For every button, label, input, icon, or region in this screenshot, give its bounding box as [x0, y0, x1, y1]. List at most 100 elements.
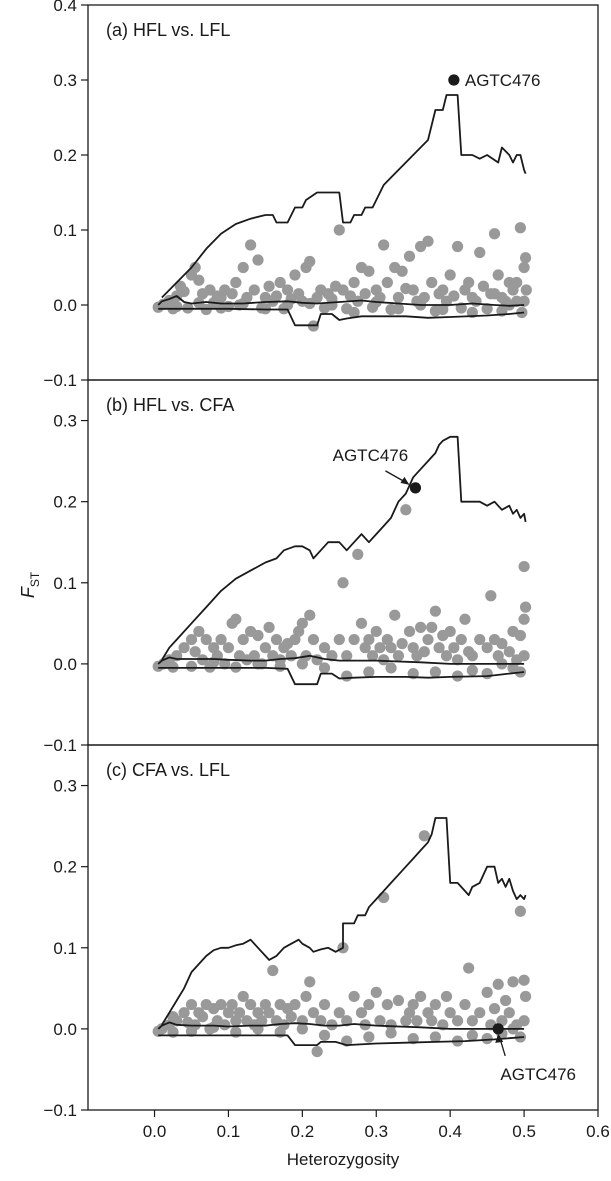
line-median: [157, 654, 525, 665]
data-point: [352, 548, 364, 560]
panel-title: (b) HFL vs. CFA: [106, 395, 234, 415]
data-point: [448, 290, 460, 302]
data-point: [178, 285, 190, 298]
highlight-point: [448, 74, 460, 86]
data-point: [311, 1046, 323, 1058]
x-tick-label: 0.5: [512, 1122, 536, 1141]
line-upper: [161, 94, 527, 299]
panel-title: (c) CFA vs. LFL: [106, 760, 230, 780]
data-point: [451, 1015, 464, 1027]
data-point: [348, 276, 360, 289]
highlight-label: AGTC476: [333, 446, 409, 465]
data-point: [448, 642, 460, 654]
data-point: [348, 633, 360, 646]
y-tick-label: 0.2: [53, 858, 77, 877]
data-point: [418, 830, 430, 842]
data-point: [270, 290, 283, 302]
data-point: [178, 642, 190, 654]
data-point: [437, 303, 449, 316]
data-point: [318, 642, 331, 654]
data-point: [270, 633, 283, 646]
data-point: [518, 295, 530, 307]
data-point: [381, 276, 393, 289]
data-point: [403, 625, 416, 638]
y-tick-label: 0.2: [53, 146, 77, 165]
data-point: [189, 646, 201, 658]
data-point: [392, 303, 405, 315]
data-point: [396, 638, 408, 650]
data-point: [200, 633, 212, 646]
data-point: [263, 1007, 275, 1019]
data-point: [366, 650, 379, 662]
data-point: [440, 990, 453, 1003]
chart-panels: −0.1 0.0 0.1 0.2 0.3 0.4 (a) HFL vs. LFL AGTC47…: [43, 0, 609, 1141]
data-point: [208, 1021, 220, 1033]
data-point: [355, 617, 368, 629]
data-point: [466, 664, 478, 676]
data-point: [307, 1007, 320, 1019]
data-point: [196, 1011, 209, 1023]
x-tick-label: 0.2: [291, 1122, 315, 1141]
y-tick-label: 0.1: [53, 574, 77, 593]
data-point: [385, 1027, 397, 1039]
data-point: [518, 560, 530, 573]
data-point: [333, 224, 345, 236]
data-point: [463, 276, 475, 289]
data-point: [492, 978, 504, 990]
highlight-point: [409, 482, 422, 494]
data-point: [440, 650, 453, 662]
plot-frame: [87, 4, 599, 381]
y-tick-label: 0.2: [53, 493, 77, 512]
data-point: [422, 633, 434, 646]
y-tick-label: 0.0: [53, 655, 77, 674]
data-point: [459, 998, 471, 1011]
highlight-point: [492, 1023, 504, 1035]
data-point: [333, 1007, 345, 1019]
chart-panel-2: −0.1 0.0 0.1 0.2 0.3 (b) HFL vs. CFA AGTC476: [43, 379, 599, 755]
data-point: [237, 633, 249, 646]
y-tick-label: 0.3: [53, 777, 77, 796]
data-point: [507, 662, 519, 674]
data-point: [503, 646, 515, 658]
data-point: [507, 976, 519, 988]
data-point: [363, 998, 375, 1011]
data-point: [481, 642, 493, 654]
data-point: [318, 998, 331, 1011]
data-point: [511, 276, 523, 289]
data-point: [514, 222, 526, 234]
data-point: [520, 284, 532, 296]
data-point: [263, 280, 275, 292]
data-point: [466, 1029, 478, 1041]
data-point: [304, 976, 316, 988]
line-lower: [158, 667, 525, 686]
data-point: [300, 990, 312, 1003]
data-point: [171, 300, 183, 313]
data-point: [318, 1029, 331, 1041]
data-point: [514, 905, 526, 917]
x-tick-label: 0.6: [586, 1122, 610, 1141]
highlight-label: AGTC476: [465, 71, 541, 90]
data-point: [233, 1007, 246, 1019]
data-point: [318, 662, 331, 674]
data-point: [385, 662, 397, 674]
data-point: [407, 998, 419, 1011]
data-point: [226, 288, 238, 300]
data-point: [444, 625, 456, 638]
data-point: [485, 590, 497, 602]
chart-panel-1: −0.1 0.0 0.1 0.2 0.3 0.4 (a) HFL vs. LFL AGTC47…: [43, 0, 599, 390]
data-point: [488, 228, 501, 240]
data-point: [363, 1031, 375, 1043]
data-point: [400, 504, 412, 516]
data-point: [252, 254, 264, 266]
data-point: [500, 994, 512, 1007]
data-point: [370, 986, 382, 998]
data-point: [230, 613, 242, 625]
data-point: [477, 280, 490, 292]
data-point: [374, 642, 386, 654]
data-point: [215, 998, 227, 1011]
data-point: [341, 1015, 353, 1027]
data-point: [455, 633, 467, 646]
data-point: [363, 666, 375, 678]
data-point: [396, 265, 408, 277]
